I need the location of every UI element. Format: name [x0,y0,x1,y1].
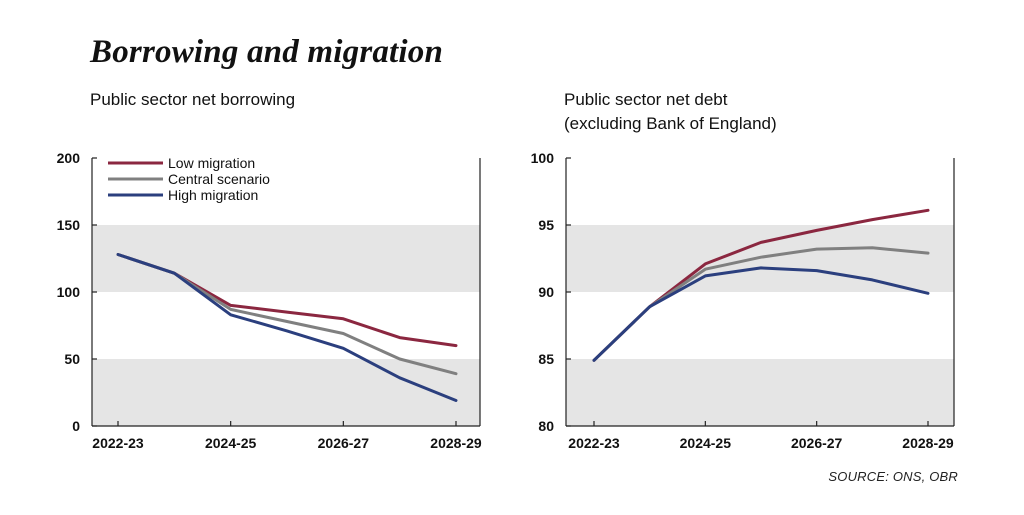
source-note: SOURCE: ONS, OBR [828,469,958,484]
shaded-band [92,359,480,426]
legend-label: Low migration [168,155,255,171]
x-tick-label: 2022-23 [568,435,620,451]
shaded-band [92,225,480,292]
chart-title-debt: Public sector net debt (excluding Bank o… [564,88,777,136]
series-line-high-migration [116,253,458,402]
series-line-high-migration [592,266,930,362]
y-tick-label: 0 [72,418,80,434]
chart-title-line: (excluding Bank of England) [564,114,777,133]
x-tick-label: 2026-27 [791,435,843,451]
y-tick-label: 200 [57,150,81,166]
chart-title-line: Public sector net debt [564,90,728,109]
chart-title-borrowing: Public sector net borrowing [90,88,295,112]
legend-label: High migration [168,187,258,203]
y-tick-label: 150 [57,217,81,233]
x-tick-label: 2028-29 [902,435,954,451]
x-tick-label: 2022-23 [92,435,144,451]
y-tick-label: 100 [57,284,81,300]
x-tick-label: 2024-25 [680,435,732,451]
y-tick-label: 85 [538,351,554,367]
page-title: Borrowing and migration [90,34,444,70]
shaded-band [566,359,954,426]
x-tick-label: 2026-27 [318,435,370,451]
y-tick-label: 100 [531,150,555,166]
borrowing-chart: 0 50 100 150 200 2022-23 2024-25 2026-27 2028-29… [57,150,482,451]
y-tick-label: 95 [538,217,554,233]
x-tick-label: 2028-29 [430,435,482,451]
y-tick-label: 90 [538,284,554,300]
x-tick-label: 2024-25 [205,435,257,451]
y-tick-label: 80 [538,418,554,434]
y-tick-label: 50 [64,351,80,367]
chart-title-line: Public sector net borrowing [90,90,296,109]
legend-label: Central scenario [168,171,270,187]
